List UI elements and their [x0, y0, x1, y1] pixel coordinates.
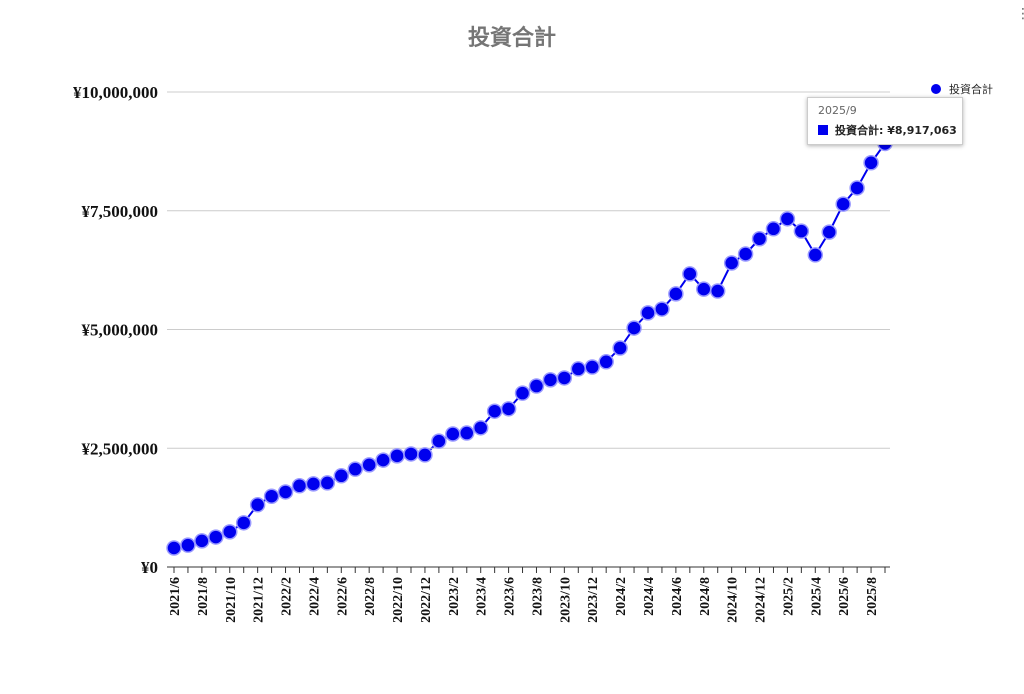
point[interactable] [584, 359, 600, 375]
x-tick-label: 2022/12 [419, 577, 434, 623]
point[interactable] [249, 497, 266, 513]
point[interactable] [486, 403, 503, 419]
x-tick-label: 2024/12 [754, 577, 769, 623]
tooltip-title: 2025/9 [818, 104, 857, 117]
x-tick-label: 2023/4 [475, 577, 490, 616]
x-tick-label: 2021/8 [196, 577, 211, 616]
x-tick-label: 2022/2 [280, 577, 295, 616]
x-tick-label: 2022/6 [335, 577, 350, 616]
point[interactable] [347, 461, 363, 477]
point[interactable] [208, 529, 224, 545]
point[interactable] [779, 211, 796, 227]
x-tick-label: 2025/4 [809, 577, 824, 616]
x-tick-label: 2023/10 [558, 577, 573, 623]
y-tick-label: ¥10,000,000 [73, 83, 158, 102]
point[interactable] [835, 196, 851, 212]
tooltip-value: 投資合計: ¥8,917,063 [835, 124, 957, 137]
point[interactable] [500, 401, 517, 417]
point[interactable] [598, 354, 614, 370]
y-tick-label: ¥5,000,000 [82, 321, 159, 340]
point[interactable] [709, 283, 726, 299]
x-tick-label: 2021/12 [252, 577, 267, 623]
legend-marker [931, 84, 941, 94]
point[interactable] [514, 385, 531, 401]
x-tick-label: 2022/10 [391, 577, 406, 623]
point[interactable] [682, 266, 698, 282]
point[interactable] [612, 340, 628, 356]
x-tick-label: 2022/4 [307, 577, 322, 616]
x-tick-label: 2025/8 [865, 577, 880, 616]
tooltip-swatch [818, 125, 828, 135]
point[interactable] [222, 524, 238, 540]
x-tick-label: 2024/4 [642, 577, 657, 616]
point[interactable] [263, 488, 280, 504]
point[interactable] [361, 457, 377, 473]
point[interactable] [556, 370, 573, 386]
point[interactable] [570, 361, 587, 377]
point[interactable] [277, 484, 294, 500]
point[interactable] [528, 378, 545, 394]
x-tick-label: 2022/8 [363, 577, 378, 616]
x-tick-label: 2023/12 [586, 577, 601, 623]
chart-title: 投資合計 [468, 25, 556, 51]
point[interactable] [459, 425, 475, 441]
tooltip: 2025/9 投資合計: ¥8,917,063 [807, 97, 963, 145]
point[interactable] [403, 446, 419, 462]
point[interactable] [291, 478, 308, 494]
point[interactable] [431, 433, 447, 449]
x-tick-label: 2021/6 [168, 577, 183, 616]
point[interactable] [445, 426, 461, 442]
point[interactable] [640, 305, 656, 321]
point[interactable] [166, 540, 182, 556]
point[interactable] [668, 286, 684, 302]
x-tick-label: 2024/8 [698, 577, 713, 616]
point[interactable] [863, 155, 879, 171]
point[interactable] [235, 515, 252, 531]
menu-icon[interactable]: ⋮ [1016, 6, 1024, 22]
point[interactable] [472, 420, 489, 436]
y-tick-label: ¥0 [141, 558, 158, 577]
x-tick-label: 2024/2 [614, 577, 629, 616]
point[interactable] [417, 447, 433, 463]
point[interactable] [821, 224, 837, 240]
point[interactable] [654, 301, 670, 317]
x-tick-label: 2025/6 [837, 577, 852, 616]
point[interactable] [319, 475, 336, 491]
x-tick-label: 2021/10 [224, 577, 239, 623]
point[interactable] [305, 476, 322, 492]
point[interactable] [849, 180, 865, 196]
x-tick-label: 2023/2 [447, 577, 462, 616]
point[interactable] [765, 221, 782, 237]
y-tick-label: ¥7,500,000 [82, 202, 159, 221]
point[interactable] [375, 452, 391, 468]
point[interactable] [807, 247, 824, 263]
x-tick-label: 2023/6 [503, 577, 518, 616]
point[interactable] [737, 246, 754, 262]
x-tick-label: 2025/2 [781, 577, 796, 616]
x-tick-label: 2023/8 [530, 577, 545, 616]
point[interactable] [696, 281, 712, 297]
y-tick-label: ¥2,500,000 [82, 439, 159, 458]
legend-label[interactable]: 投資合計 [949, 82, 993, 96]
x-tick-label: 2024/6 [670, 577, 685, 616]
x-tick-label: 2024/10 [726, 577, 741, 623]
point[interactable] [542, 372, 559, 388]
point[interactable] [723, 255, 740, 271]
point[interactable] [793, 223, 810, 239]
point[interactable] [626, 320, 642, 336]
point[interactable] [194, 533, 210, 549]
point[interactable] [333, 468, 350, 484]
point[interactable] [180, 537, 196, 553]
point[interactable] [751, 231, 768, 247]
point[interactable] [389, 448, 405, 464]
